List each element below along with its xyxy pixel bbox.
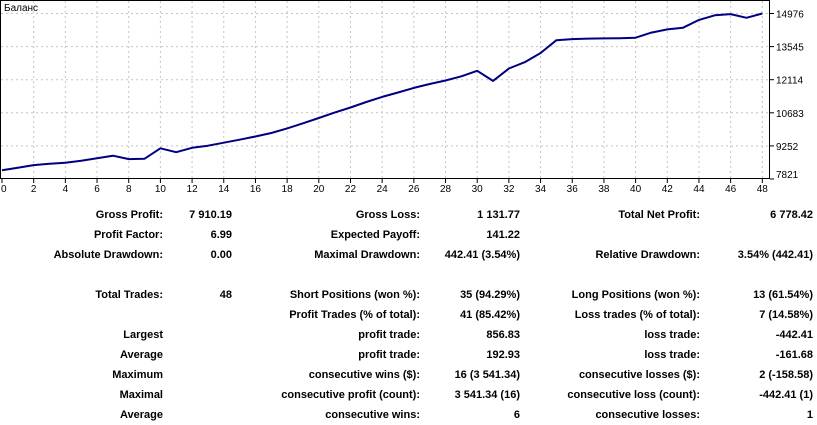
x-axis-label: 10 <box>155 184 167 195</box>
stat-label: Long Positions (won %): <box>571 289 700 301</box>
stat-label: Expected Payoff: <box>330 229 420 241</box>
stats-spacer <box>0 265 815 285</box>
stat-label: Relative Drawdown: <box>595 249 700 261</box>
balance-chart-panel: 0 2 4 6 8 10 12 14 16 18 20 22 24 26 28 30 32 34 36 38 40 42 4… <box>0 0 817 200</box>
stat-value: 2 (-158.58) <box>759 369 813 381</box>
stat-value <box>163 305 232 325</box>
stat-label: profit trade: <box>358 329 420 341</box>
stat-value: 7 910.19 <box>189 209 232 221</box>
stat-value: -442.41 <box>775 329 813 341</box>
chart-border <box>0 0 770 179</box>
stat-value <box>163 365 232 385</box>
stat-value: 856.83 <box>486 329 520 341</box>
stat-value <box>163 345 232 365</box>
report-stats-table: Gross Profit: 7 910.19 Gross Loss: 1 131… <box>0 205 817 425</box>
stat-label: Gross Loss: <box>355 209 420 221</box>
x-axis-label: 18 <box>282 184 294 195</box>
stat-value: 35 (94.29%) <box>460 289 520 301</box>
x-axis-label: 38 <box>598 184 610 195</box>
stat-value: -161.68 <box>775 349 813 361</box>
stat-value <box>163 405 232 425</box>
stat-label: Maximum <box>112 369 163 381</box>
x-axis-label: 20 <box>313 184 325 195</box>
stat-label: Largest <box>123 329 163 341</box>
stat-value: 6.99 <box>210 229 232 241</box>
stat-label: loss trade: <box>644 329 700 341</box>
stat-value: 41 (85.42%) <box>460 309 520 321</box>
x-axis-label: 14 <box>218 184 230 195</box>
x-axis-label: 34 <box>535 184 547 195</box>
stat-label: consecutive wins ($): <box>308 369 420 381</box>
x-axis-label: 16 <box>250 184 262 195</box>
chart-legend-label: Баланс <box>4 3 38 14</box>
stat-value: 141.22 <box>486 229 520 241</box>
stat-label: consecutive losses: <box>595 409 700 421</box>
stat-label: Profit Factor: <box>93 229 163 241</box>
balance-chart: 0 2 4 6 8 10 12 14 16 18 20 22 24 26 28 30 32 34 36 38 40 42 4… <box>0 0 804 195</box>
y-axis-label: 14976 <box>776 10 804 21</box>
x-axis-label: 36 <box>567 184 579 195</box>
stat-label: Average <box>119 409 163 421</box>
stat-label: loss trade: <box>644 349 700 361</box>
stat-label: consecutive wins: <box>325 409 420 421</box>
x-axis-label: 44 <box>693 184 705 195</box>
x-axis-label: 24 <box>377 184 389 195</box>
x-axis-label: 2 <box>31 184 37 195</box>
stat-label: Maximal <box>119 389 163 401</box>
x-axis-label: 32 <box>503 184 515 195</box>
x-axis-label: 28 <box>440 184 452 195</box>
x-axis-label: 8 <box>126 184 132 195</box>
stat-value <box>700 225 815 245</box>
stat-value: 0.00 <box>210 249 232 261</box>
stat-label <box>0 305 163 325</box>
stat-label: Absolute Drawdown: <box>53 249 163 261</box>
stat-value <box>163 325 232 345</box>
stat-value: 1 <box>806 409 813 421</box>
y-axis-label: 13545 <box>776 43 804 54</box>
stat-value: 6 778.42 <box>770 209 813 221</box>
x-axis-label: 26 <box>408 184 420 195</box>
x-axis-label: 30 <box>472 184 484 195</box>
stat-label: Total Net Profit: <box>618 209 700 221</box>
stat-value: 6 <box>513 409 520 421</box>
stat-label: Profit Trades (% of total): <box>289 309 420 321</box>
y-axis-label: 10683 <box>776 109 804 120</box>
stat-value: 1 131.77 <box>477 209 520 221</box>
stat-label: Short Positions (won %): <box>289 289 420 301</box>
stat-label: consecutive losses ($): <box>578 369 700 381</box>
y-axis-label: 7821 <box>776 170 799 181</box>
x-axis-label: 40 <box>630 184 642 195</box>
stat-label: consecutive profit (count): <box>281 389 420 401</box>
stat-value: 13 (61.54%) <box>753 289 813 301</box>
x-axis-label: 42 <box>662 184 674 195</box>
stat-label: Gross Profit: <box>95 209 163 221</box>
stat-label: profit trade: <box>358 349 420 361</box>
stat-label: Maximal Drawdown: <box>314 249 420 261</box>
stat-value: -442.41 (1) <box>759 389 813 401</box>
stat-label: Total Trades: <box>95 289 163 301</box>
x-axis-label: 12 <box>187 184 199 195</box>
stat-value: 7 (14.58%) <box>759 309 813 321</box>
x-axis-label: 4 <box>63 184 69 195</box>
stat-label: Loss trades (% of total): <box>574 309 700 321</box>
y-axis-label: 9252 <box>776 142 799 153</box>
stat-value: 192.93 <box>486 349 520 361</box>
x-axis-label: 22 <box>345 184 357 195</box>
balance-line <box>1 12 763 172</box>
stat-value <box>163 385 232 405</box>
x-axis-label: 0 <box>1 184 7 195</box>
stat-label: consecutive loss (count): <box>567 389 700 401</box>
x-axis-label: 46 <box>725 184 737 195</box>
stat-value: 16 (3 541.34) <box>454 369 520 381</box>
stat-value: 442.41 (3.54%) <box>444 249 520 261</box>
y-axis-label: 12114 <box>776 76 804 87</box>
stat-value: 3.54% (442.41) <box>737 249 813 261</box>
stat-label: Average <box>119 349 163 361</box>
x-axis-label: 6 <box>94 184 100 195</box>
stat-value: 48 <box>219 289 232 301</box>
x-axis-label: 48 <box>757 184 769 195</box>
stat-label <box>520 225 700 245</box>
stat-value: 3 541.34 (16) <box>454 389 520 401</box>
